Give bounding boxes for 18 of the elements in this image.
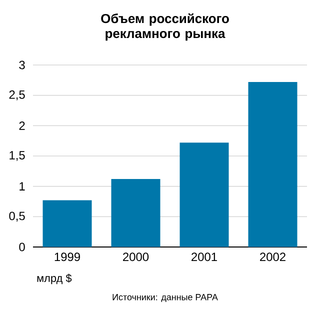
text: Источники: данные РАРА [112, 294, 218, 302]
y-tick-label: 0,5 [9, 212, 25, 222]
y-tick-label: 1 [20, 182, 25, 190]
bar [111, 179, 160, 247]
bar [180, 142, 229, 247]
bar [248, 82, 298, 247]
text: млрд $ [37, 274, 72, 284]
x-tick-label: 1999 [54, 252, 80, 262]
y-tick-label: 2,5 [9, 90, 25, 100]
y-tick-label: 3 [19, 60, 25, 70]
x-tick-label: 2002 [260, 252, 286, 262]
x-tick-label: 2000 [123, 252, 149, 262]
x-tick-label: 2001 [192, 252, 217, 262]
y-tick-label: 2 [19, 121, 25, 130]
chart-title: Объем российского рекламного рынка [101, 13, 229, 41]
bar [42, 200, 92, 247]
y-tick-label: 1,5 [10, 151, 25, 161]
y-tick-label: 0 [19, 242, 25, 252]
